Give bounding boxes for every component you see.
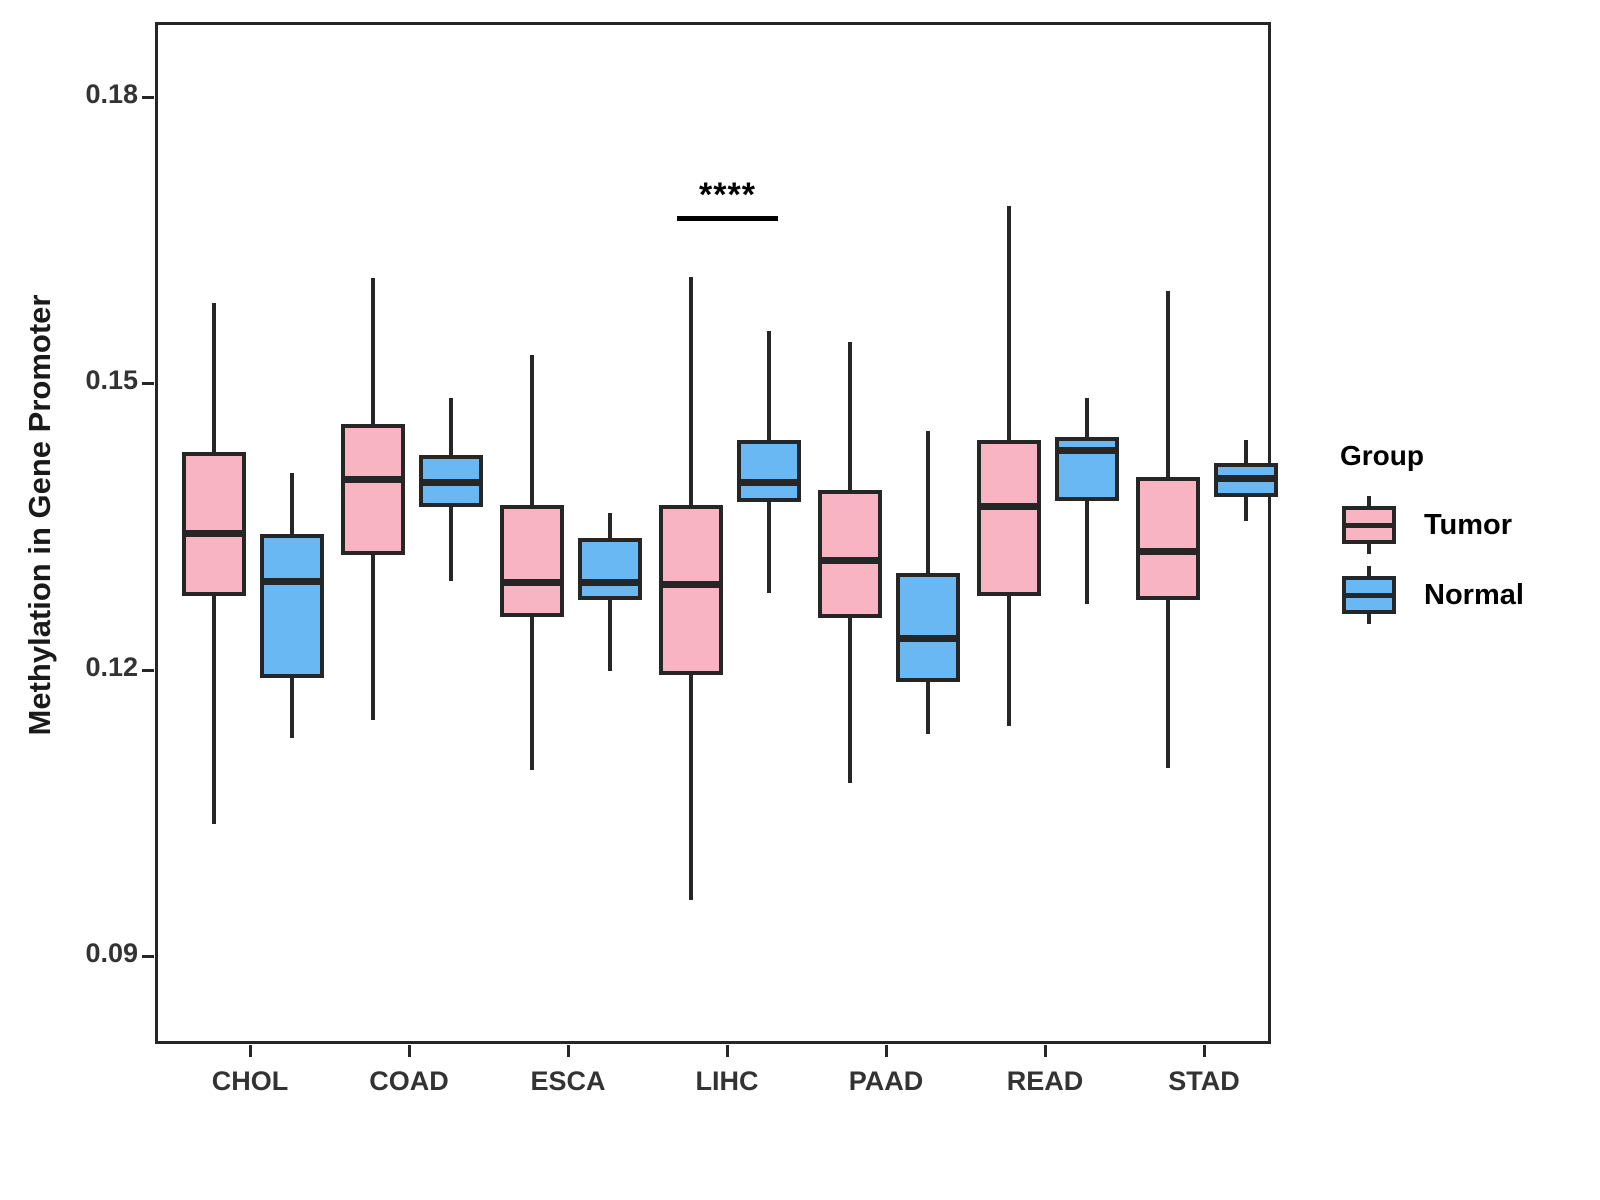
y-axis-tick-mark: [142, 668, 154, 672]
boxplot-box-normal-chol: [260, 534, 324, 679]
significance-bracket-label: ****: [699, 175, 756, 214]
boxplot-median-line: [896, 635, 960, 643]
x-axis-tick-mark: [408, 1045, 411, 1057]
boxplot-median-line: [659, 580, 723, 588]
y-axis-tick-mark: [142, 382, 154, 386]
x-axis-tick-label-stad: STAD: [1168, 1066, 1240, 1096]
boxplot-median-line: [419, 478, 483, 486]
x-axis-tick-label-esca: ESCA: [530, 1066, 606, 1096]
boxplot-box-normal-lihc: [737, 440, 801, 502]
legend: Group Tumor Normal: [1330, 440, 1590, 634]
boxplot-median-line: [260, 577, 324, 585]
x-axis-tick-mark: [1044, 1045, 1047, 1057]
boxplot-median-line: [500, 578, 564, 586]
boxplot-box-tumor-lihc: [659, 505, 723, 676]
legend-key-median: [1342, 523, 1396, 528]
boxplot-median-line: [1055, 447, 1119, 455]
boxplot-box-tumor-chol: [182, 451, 246, 597]
y-axis-title: Methylation in Gene Promoter: [22, 294, 57, 736]
legend-item-label: Tumor: [1424, 508, 1513, 541]
x-axis-tick-label-chol: CHOL: [211, 1066, 289, 1096]
x-axis-tick-label-lihc: LIHC: [695, 1066, 759, 1096]
boxplot-box-tumor-paad: [818, 490, 882, 619]
boxplot-median-line: [1214, 474, 1278, 482]
boxplot-box-tumor-stad: [1136, 476, 1200, 600]
x-axis-tick-mark: [726, 1045, 729, 1057]
legend-key-median: [1342, 593, 1396, 598]
y-axis-tick-mark: [142, 955, 154, 959]
x-axis-tick-mark: [567, 1045, 570, 1057]
boxplot-median-line: [578, 578, 642, 586]
plot-area: [158, 25, 1278, 1041]
boxplot-box-tumor-coad: [341, 424, 405, 556]
boxplot-median-line: [341, 475, 405, 483]
boxplot-median-line: [737, 478, 801, 486]
legend-item-label: Normal: [1424, 578, 1524, 611]
boxplot-median-line: [818, 556, 882, 564]
legend-key-swatch: [1340, 494, 1398, 556]
y-axis-tick-label: 0.09: [85, 938, 138, 969]
boxplot-median-line: [182, 530, 246, 538]
legend-entries: Tumor Normal: [1330, 494, 1590, 626]
legend-title: Group: [1340, 440, 1424, 471]
x-axis-tick-label-coad: COAD: [369, 1066, 449, 1096]
legend-item-tumor[interactable]: Tumor: [1330, 494, 1590, 556]
boxplot-median-line: [977, 503, 1041, 511]
y-axis-tick-label: 0.12: [85, 651, 138, 682]
x-axis-tick-label-paad: PAAD: [848, 1066, 924, 1096]
x-axis-tick-mark: [249, 1045, 252, 1057]
boxplot-box-tumor-esca: [500, 505, 564, 618]
x-axis-tick-mark: [885, 1045, 888, 1057]
boxplot-box-normal-paad: [896, 573, 960, 683]
boxplot-median-line: [1136, 548, 1200, 556]
boxplot-box-tumor-read: [977, 440, 1041, 597]
boxplot-box-normal-esca: [578, 537, 642, 600]
plot-panel: [155, 22, 1278, 1044]
legend-key-swatch: [1340, 564, 1398, 626]
y-axis-tick-label: 0.15: [85, 365, 138, 396]
y-axis-tick-mark: [142, 95, 154, 99]
significance-bracket-line: [677, 215, 778, 221]
y-axis-tick-label: 0.18: [85, 78, 138, 109]
x-axis-tick-mark: [1203, 1045, 1206, 1057]
legend-item-normal[interactable]: Normal: [1330, 564, 1590, 626]
boxplot-whisker: [1085, 398, 1089, 604]
x-axis-tick-label-read: READ: [1006, 1066, 1084, 1096]
